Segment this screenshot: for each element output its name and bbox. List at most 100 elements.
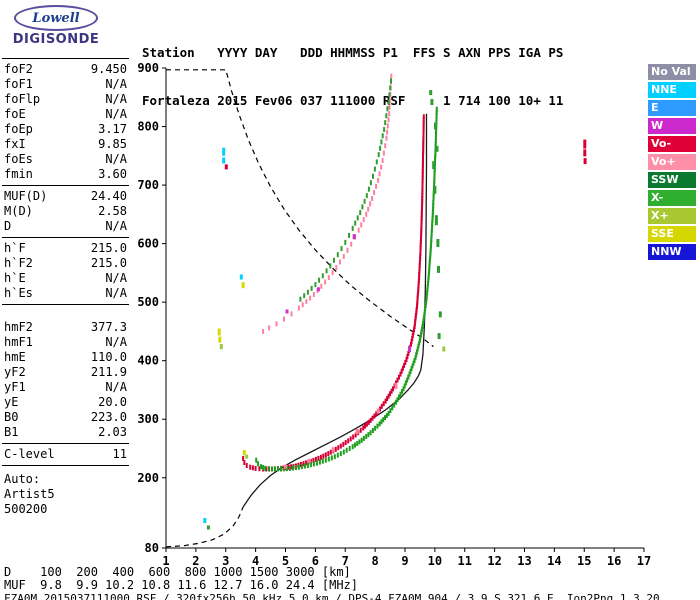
panel-footer: Auto: Artist5 500200	[2, 466, 129, 517]
param-group: MUF(D) 24.40 M(D) 2.58 D N/A	[2, 186, 129, 238]
param-value: N/A	[105, 380, 127, 394]
header-values-line: Fortaleza 2015 Fev06 037 111000 RSF 1 71…	[142, 93, 564, 108]
param-h-f: h`F 215.0	[2, 241, 129, 256]
param-value: 2.03	[98, 425, 127, 439]
lowell-logo-text: Lowell	[32, 10, 80, 26]
series-x-mode-trace	[255, 106, 438, 472]
x-tick-label: 6	[312, 554, 319, 568]
param-value: N/A	[105, 335, 127, 349]
param-value: 2.58	[98, 204, 127, 218]
param-label: MUF(D)	[4, 189, 48, 203]
param-value: 20.0	[98, 395, 127, 409]
param-h-f2: h`F2 215.0	[2, 256, 129, 271]
x-tick-label: 12	[487, 554, 501, 568]
param-value: 9.450	[90, 62, 127, 76]
param-value: 377.3	[90, 320, 127, 334]
y-axis: 900 800 700 600 500 400 300 200 80	[137, 61, 167, 555]
param-value: N/A	[105, 271, 127, 285]
muf-row: MUF 9.8 9.9 10.2 10.8 11.6 12.7 16.0 24.…	[4, 578, 359, 592]
legend-item-noval: No Val	[648, 64, 696, 80]
param-group: h`F 215.0 h`F2 215.0 h`E N/A h`Es N/A	[2, 238, 129, 305]
legend-item-w: W	[648, 118, 696, 134]
y-tick-label: 900	[137, 61, 159, 75]
param-foep: foEp 3.17	[2, 122, 129, 137]
y-tick-label: 200	[137, 471, 159, 485]
param-value: 9.85	[98, 137, 127, 151]
y-tick-label: 600	[137, 237, 159, 251]
series-profile-valley-model	[165, 506, 244, 548]
param-c-level: C-level 11	[2, 447, 129, 462]
panel-footer-line: 500200	[4, 502, 48, 516]
digisonde-logo-text: DIGISONDE	[12, 32, 100, 47]
scaled-parameters-panel: foF2 9.450 foF1 N/A foFlp N/A foE N/A foEp 3.17 fx…	[2, 58, 129, 517]
param-foes: foEs N/A	[2, 152, 129, 167]
param-group: C-level 11	[2, 444, 129, 466]
param-hmf1: hmF1 N/A	[2, 335, 129, 350]
param-value: 223.0	[90, 410, 127, 424]
param-fmin: fmin 3.60	[2, 167, 129, 182]
x-tick-label: 9	[401, 554, 408, 568]
x-axis: 1 2 3 4 5 6 7 8 9 10 11 12 13 14 15 16 17	[162, 547, 651, 568]
param-fof2: foF2 9.450	[2, 62, 129, 77]
param-label: h`E	[4, 271, 26, 285]
scatter-noise-points	[203, 90, 587, 530]
legend-item-vo-: Vo-	[648, 136, 696, 152]
param-value: 215.0	[90, 241, 127, 255]
param-b1: B1 2.03	[2, 425, 129, 440]
param-h-e: h`E N/A	[2, 271, 129, 286]
legend-item-vo+: Vo+	[648, 154, 696, 170]
legend-item-sse: SSE	[648, 226, 696, 242]
param-label: yF2	[4, 365, 26, 379]
y-tick-label: 700	[137, 178, 159, 192]
param-fof1: foF1 N/A	[2, 77, 129, 92]
y-tick-label: 400	[137, 354, 159, 368]
param-value: 3.60	[98, 167, 127, 181]
x-tick-label: 11	[458, 554, 472, 568]
param-label: foF2	[4, 62, 33, 76]
param-h-es: h`Es N/A	[2, 286, 129, 301]
param-group: foF2 9.450 foF1 N/A foFlp N/A foE N/A foEp 3.17 fx…	[2, 59, 129, 186]
param-b0: B0 223.0	[2, 410, 129, 425]
param-label: hmE	[4, 350, 26, 364]
param-foflp: foFlp N/A	[2, 92, 129, 107]
param-label: foEp	[4, 122, 33, 136]
param-value: 11	[112, 447, 127, 461]
series-o-mode-trace	[242, 114, 425, 472]
param-label: foEs	[4, 152, 33, 166]
param-label: h`F2	[4, 256, 33, 270]
param-label: hmF1	[4, 335, 33, 349]
y-tick-label: 500	[137, 295, 159, 309]
x-tick-label: 7	[342, 554, 349, 568]
y-tick-label: 80	[145, 541, 159, 555]
param-label: D	[4, 219, 12, 233]
legend-item-e: E	[648, 100, 696, 116]
series-muf-transmission-curve	[166, 69, 434, 348]
param-value: 211.9	[90, 365, 127, 379]
panel-footer-line: Artist5	[4, 487, 55, 501]
lowell-logo-oval: Lowell	[14, 5, 98, 31]
legend-item-ssw: SSW	[648, 172, 696, 188]
param-yf1: yF1 N/A	[2, 380, 129, 395]
param-value: N/A	[105, 92, 127, 106]
param-label: M(D)	[4, 204, 33, 218]
param-value: N/A	[105, 219, 127, 233]
x-tick-label: 15	[577, 554, 591, 568]
param-value: 3.17	[98, 122, 127, 136]
station-header: Station YYYY DAY DDD HHMMSS P1 FFS S AXN…	[142, 13, 563, 141]
series-x-mode-second-hop	[299, 78, 392, 302]
file-info-line: FZA0M_2015037111000.RSF / 320fx256h 50 k…	[4, 592, 660, 600]
x-tick-label: 14	[547, 554, 561, 568]
x-tick-label: 3	[222, 554, 229, 568]
panel-footer-line: Auto:	[4, 472, 41, 486]
digisonde-logo: Lowell DIGISONDE	[6, 5, 106, 47]
header-fields-line: Station YYYY DAY DDD HHMMSS P1 FFS S AXN…	[142, 45, 564, 60]
param-label: fxI	[4, 137, 26, 151]
doppler-direction-legend: No Val NNE E W Vo- Vo+ SSW X- X+ SSE NNW	[648, 64, 696, 262]
legend-item-x-: X-	[648, 190, 696, 206]
param-label: hmF2	[4, 320, 33, 334]
param-value: N/A	[105, 77, 127, 91]
param-muf-d-: MUF(D) 24.40	[2, 189, 129, 204]
param-hmf2: hmF2 377.3	[2, 320, 129, 335]
param-d: D N/A	[2, 219, 129, 234]
